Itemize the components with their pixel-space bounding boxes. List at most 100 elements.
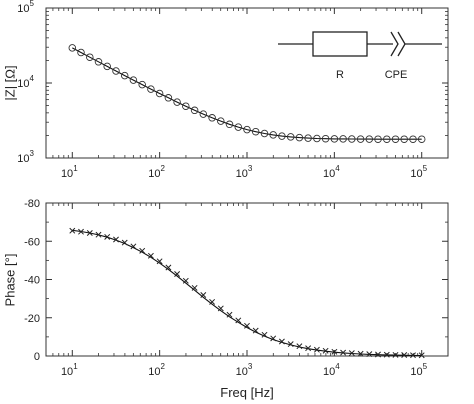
phase-data-point bbox=[121, 239, 128, 246]
phase-data-point bbox=[392, 351, 399, 358]
phase-data-point bbox=[86, 230, 93, 236]
impedance-data-point bbox=[286, 133, 295, 141]
phase-data-point bbox=[217, 305, 224, 312]
phase-fit-line bbox=[72, 229, 422, 357]
phase-data-point bbox=[261, 331, 268, 338]
impedance-data-point bbox=[225, 120, 234, 129]
phase-data-point bbox=[252, 327, 259, 334]
impedance-chart: 101 102 103 104 105 103 104 105 |Z| [Ω] R CPE bbox=[2, 0, 449, 180]
impedance-data-point bbox=[304, 134, 312, 142]
impedance-y-tick-label: 103 bbox=[17, 149, 34, 165]
phase-data-point bbox=[296, 343, 303, 350]
phase-y-tick-label: -20 bbox=[24, 313, 40, 325]
impedance-data-point bbox=[182, 102, 190, 110]
phase-data-point bbox=[287, 341, 294, 348]
impedance-data-point bbox=[68, 44, 77, 52]
phase-ylabel: Phase [°] bbox=[2, 254, 17, 307]
phase-x-tick-label: 105 bbox=[410, 362, 427, 378]
impedance-data-point bbox=[374, 135, 382, 143]
phase-data-point bbox=[147, 252, 154, 259]
phase-x-tick-label: 103 bbox=[236, 362, 253, 378]
impedance-data-point bbox=[251, 127, 260, 136]
phase-data-point bbox=[418, 352, 425, 359]
phase-data-point bbox=[322, 347, 329, 354]
phase-data-point bbox=[182, 277, 189, 284]
impedance-plot-frame bbox=[45, 7, 449, 159]
phase-data-point bbox=[139, 247, 146, 254]
impedance-data-point bbox=[164, 94, 173, 102]
impedance-data-point bbox=[138, 80, 146, 89]
impedance-x-tick-label: 104 bbox=[323, 164, 340, 180]
phase-data-point bbox=[244, 322, 250, 329]
impedance-x-tick-label: 101 bbox=[61, 164, 78, 180]
impedance-data-point bbox=[260, 129, 269, 138]
impedance-y-tick-label: 105 bbox=[17, 0, 34, 15]
impedance-data-point bbox=[199, 110, 208, 118]
impedance-data-point bbox=[208, 114, 216, 122]
impedance-data-point bbox=[112, 67, 120, 75]
phase-data-point bbox=[305, 345, 312, 352]
phase-data-point bbox=[331, 348, 338, 355]
impedance-ylabel: |Z| [Ω] bbox=[2, 65, 17, 100]
impedance-data-point bbox=[321, 134, 330, 143]
impedance-data-point bbox=[86, 53, 94, 61]
impedance-data-point bbox=[383, 135, 391, 143]
phase-data-point bbox=[270, 335, 277, 342]
impedance-data-point bbox=[190, 106, 199, 115]
impedance-data-point bbox=[409, 135, 417, 143]
impedance-data-point bbox=[147, 85, 155, 93]
phase-data-point bbox=[191, 284, 198, 291]
phase-x-tick-label: 101 bbox=[61, 362, 78, 378]
cpe-symbol bbox=[390, 31, 406, 57]
phase-plot-frame bbox=[45, 202, 449, 357]
phase-data-point bbox=[200, 292, 207, 298]
impedance-y-tick-label: 104 bbox=[17, 74, 34, 90]
impedance-fit-line bbox=[72, 47, 422, 140]
phase-chart: 101 102 103 104 105 0 -20 -40 -60 -80 Phase [°] F… bbox=[2, 198, 449, 400]
phase-data-point bbox=[209, 298, 216, 305]
impedance-data-point bbox=[77, 48, 85, 57]
resistor-label: R bbox=[336, 69, 344, 81]
phase-data-point bbox=[410, 352, 416, 359]
phase-data-point bbox=[104, 233, 111, 240]
phase-data-point bbox=[78, 228, 84, 235]
phase-data-point bbox=[401, 352, 408, 358]
impedance-data-point bbox=[103, 62, 111, 71]
impedance-data-point bbox=[217, 117, 225, 125]
impedance-data-point bbox=[417, 135, 426, 143]
resistor-symbol bbox=[312, 31, 368, 57]
impedance-data-point bbox=[234, 123, 243, 131]
phase-data-point bbox=[313, 346, 320, 353]
phase-data-point bbox=[165, 264, 172, 271]
cpe-label: CPE bbox=[385, 69, 408, 81]
impedance-data-point bbox=[295, 133, 304, 142]
impedance-data-point bbox=[94, 58, 103, 66]
phase-y-tick-label: 0 bbox=[34, 351, 40, 363]
impedance-data-point bbox=[339, 135, 347, 143]
impedance-data-point bbox=[365, 135, 374, 143]
phase-data-point bbox=[348, 350, 355, 357]
phase-x-tick-label: 104 bbox=[323, 362, 340, 378]
phase-data-point bbox=[357, 350, 364, 357]
phase-y-tick-label: -60 bbox=[24, 236, 40, 248]
phase-data-point bbox=[366, 351, 373, 358]
phase-data-point bbox=[69, 227, 76, 234]
phase-data-point bbox=[226, 311, 233, 318]
impedance-data-point bbox=[330, 135, 339, 143]
frequency-xlabel: Freq [Hz] bbox=[220, 385, 273, 400]
impedance-x-tick-label: 105 bbox=[410, 164, 427, 180]
phase-y-tick-label: -80 bbox=[24, 198, 40, 210]
impedance-x-tick-label: 103 bbox=[236, 164, 253, 180]
phase-data-point bbox=[113, 236, 119, 243]
impedance-data-point bbox=[400, 135, 408, 143]
impedance-data-point bbox=[155, 89, 164, 98]
phase-data-point bbox=[375, 351, 381, 358]
impedance-data-point bbox=[269, 131, 277, 139]
phase-data-point bbox=[278, 338, 285, 345]
impedance-data-point bbox=[243, 125, 251, 134]
impedance-data-point bbox=[348, 135, 356, 143]
impedance-data-point bbox=[120, 71, 129, 80]
impedance-data-point bbox=[313, 134, 321, 143]
phase-data-point bbox=[340, 349, 347, 356]
